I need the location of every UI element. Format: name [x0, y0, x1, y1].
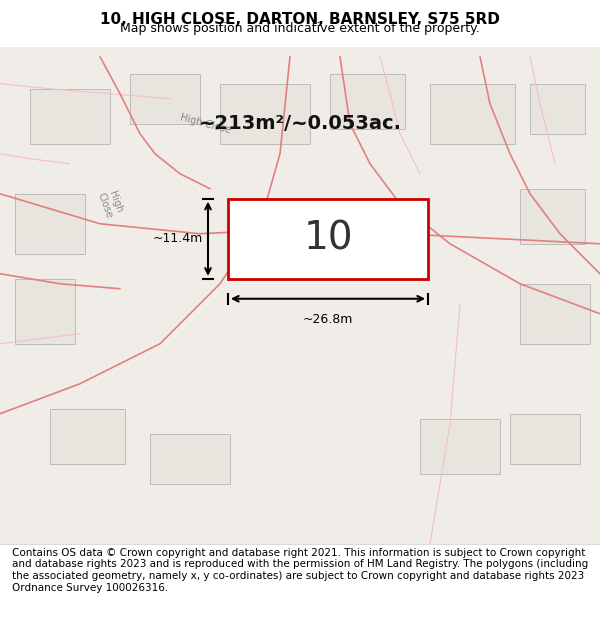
Text: 10: 10 — [303, 220, 353, 258]
Bar — [50, 409, 125, 464]
Text: ~213m²/~0.053ac.: ~213m²/~0.053ac. — [199, 114, 401, 133]
Text: ~26.8m: ~26.8m — [303, 312, 353, 326]
Bar — [420, 419, 500, 474]
Bar — [30, 89, 110, 144]
Bar — [150, 434, 230, 484]
Text: ~11.4m: ~11.4m — [153, 232, 203, 245]
Bar — [520, 189, 585, 244]
Bar — [228, 199, 428, 279]
Bar — [330, 74, 405, 129]
Text: High Close: High Close — [179, 112, 232, 136]
Bar — [510, 414, 580, 464]
Text: Contains OS data © Crown copyright and database right 2021. This information is : Contains OS data © Crown copyright and d… — [12, 548, 588, 592]
Bar — [430, 84, 515, 144]
Bar — [15, 279, 75, 344]
Text: High
Close: High Close — [95, 188, 125, 220]
Bar — [15, 194, 85, 254]
Text: Map shows position and indicative extent of the property.: Map shows position and indicative extent… — [120, 22, 480, 35]
Bar — [520, 284, 590, 344]
Bar — [220, 84, 310, 144]
Bar — [130, 74, 200, 124]
Bar — [530, 84, 585, 134]
Text: 10, HIGH CLOSE, DARTON, BARNSLEY, S75 5RD: 10, HIGH CLOSE, DARTON, BARNSLEY, S75 5R… — [100, 12, 500, 27]
